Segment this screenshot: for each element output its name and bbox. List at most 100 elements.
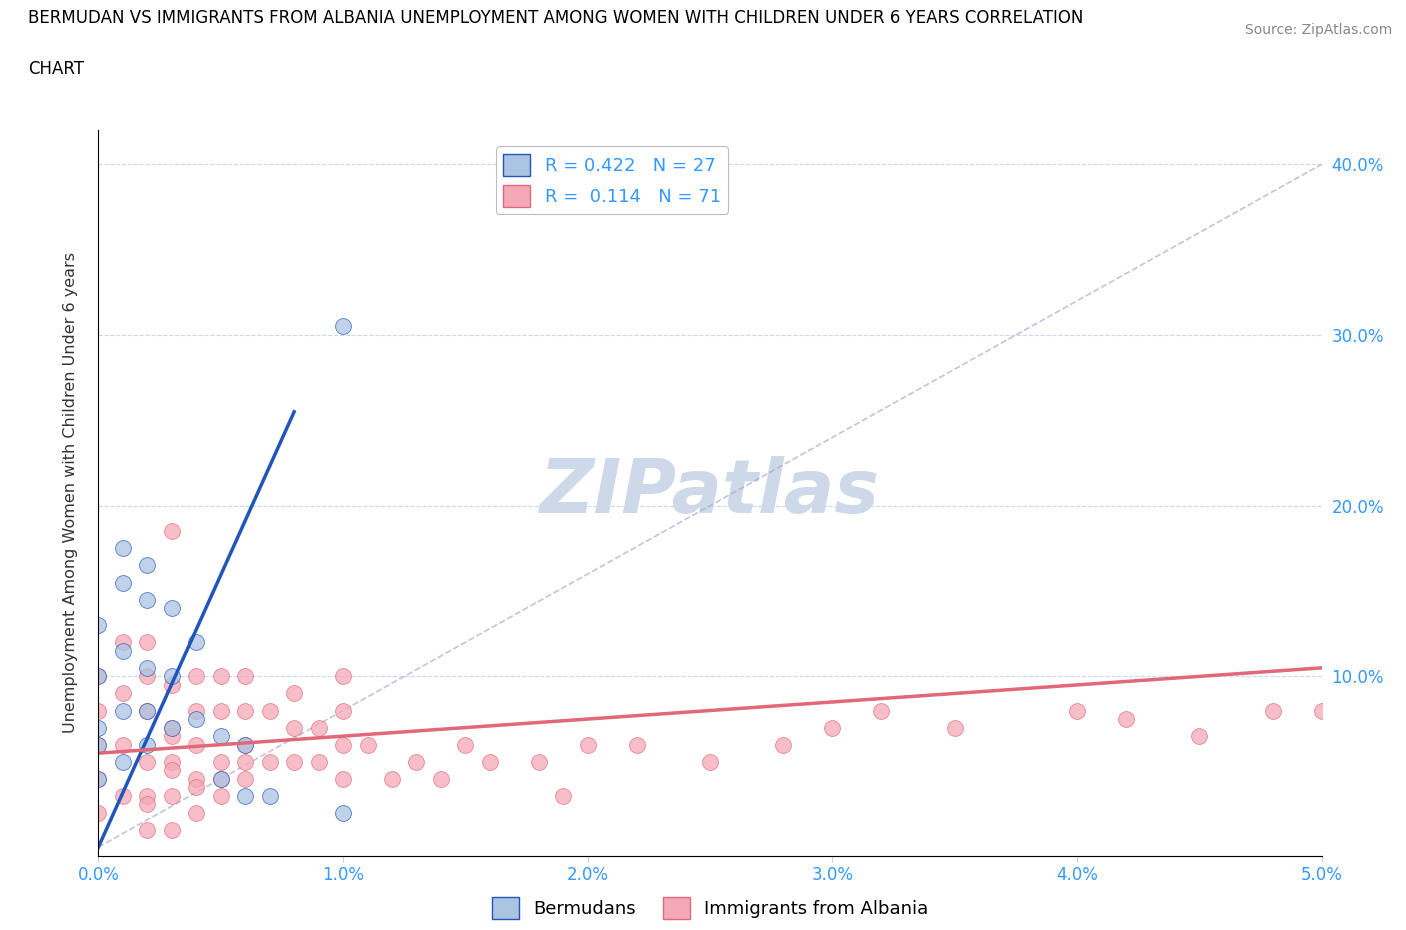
Point	[186, 703, 208, 718]
Point	[186, 711, 208, 726]
Y-axis label: Unemployment Among Women with Children Under 6 years: Unemployment Among Women with Children U…	[63, 252, 77, 734]
Point	[111, 635, 134, 650]
Text: CHART: CHART	[28, 60, 84, 78]
Point	[332, 669, 354, 684]
Point	[111, 644, 134, 658]
Point	[626, 737, 648, 752]
Point	[160, 524, 183, 538]
Point	[943, 720, 966, 735]
Point	[454, 737, 477, 752]
Point	[136, 797, 159, 812]
Point	[259, 754, 281, 769]
Point	[259, 789, 281, 804]
Point	[87, 771, 110, 786]
Point	[111, 789, 134, 804]
Point	[87, 771, 110, 786]
Point	[233, 703, 256, 718]
Point	[233, 737, 256, 752]
Point	[332, 319, 354, 334]
Point	[332, 771, 354, 786]
Point	[87, 703, 110, 718]
Point	[136, 703, 159, 718]
Point	[772, 737, 794, 752]
Point	[136, 754, 159, 769]
Legend: Bermudans, Immigrants from Albania: Bermudans, Immigrants from Albania	[484, 890, 936, 926]
Point	[430, 771, 453, 786]
Point	[283, 754, 305, 769]
Point	[160, 677, 183, 692]
Point	[111, 737, 134, 752]
Point	[209, 729, 232, 744]
Point	[233, 771, 256, 786]
Point	[308, 720, 330, 735]
Point	[259, 703, 281, 718]
Point	[136, 703, 159, 718]
Point	[186, 771, 208, 786]
Point	[160, 669, 183, 684]
Point	[111, 541, 134, 556]
Point	[1261, 703, 1284, 718]
Point	[233, 789, 256, 804]
Point	[209, 771, 232, 786]
Point	[111, 754, 134, 769]
Point	[405, 754, 427, 769]
Point	[209, 669, 232, 684]
Point	[160, 729, 183, 744]
Point	[209, 703, 232, 718]
Point	[111, 703, 134, 718]
Point	[160, 763, 183, 777]
Point	[136, 558, 159, 573]
Point	[821, 720, 844, 735]
Point	[233, 754, 256, 769]
Point	[186, 780, 208, 795]
Point	[527, 754, 550, 769]
Point	[381, 771, 404, 786]
Point	[699, 754, 721, 769]
Point	[87, 805, 110, 820]
Point	[136, 592, 159, 607]
Point	[332, 737, 354, 752]
Point	[209, 754, 232, 769]
Point	[1310, 703, 1333, 718]
Point	[553, 789, 575, 804]
Point	[576, 737, 599, 752]
Point	[160, 754, 183, 769]
Point	[87, 720, 110, 735]
Point	[356, 737, 378, 752]
Point	[186, 635, 208, 650]
Point	[478, 754, 501, 769]
Point	[136, 669, 159, 684]
Point	[87, 737, 110, 752]
Point	[160, 789, 183, 804]
Point	[136, 789, 159, 804]
Point	[87, 618, 110, 632]
Point	[111, 686, 134, 701]
Point	[1115, 711, 1137, 726]
Point	[87, 737, 110, 752]
Point	[111, 575, 134, 590]
Point	[136, 660, 159, 675]
Point	[233, 737, 256, 752]
Point	[160, 601, 183, 616]
Text: BERMUDAN VS IMMIGRANTS FROM ALBANIA UNEMPLOYMENT AMONG WOMEN WITH CHILDREN UNDER: BERMUDAN VS IMMIGRANTS FROM ALBANIA UNEM…	[28, 9, 1084, 27]
Point	[160, 822, 183, 837]
Point	[87, 669, 110, 684]
Point	[332, 805, 354, 820]
Point	[209, 789, 232, 804]
Point	[283, 686, 305, 701]
Point	[308, 754, 330, 769]
Point	[209, 771, 232, 786]
Point	[136, 635, 159, 650]
Text: Source: ZipAtlas.com: Source: ZipAtlas.com	[1244, 23, 1392, 37]
Point	[160, 720, 183, 735]
Point	[136, 822, 159, 837]
Point	[283, 720, 305, 735]
Point	[160, 720, 183, 735]
Point	[186, 737, 208, 752]
Point	[1066, 703, 1088, 718]
Point	[332, 703, 354, 718]
Point	[1188, 729, 1211, 744]
Point	[87, 669, 110, 684]
Point	[233, 669, 256, 684]
Point	[186, 805, 208, 820]
